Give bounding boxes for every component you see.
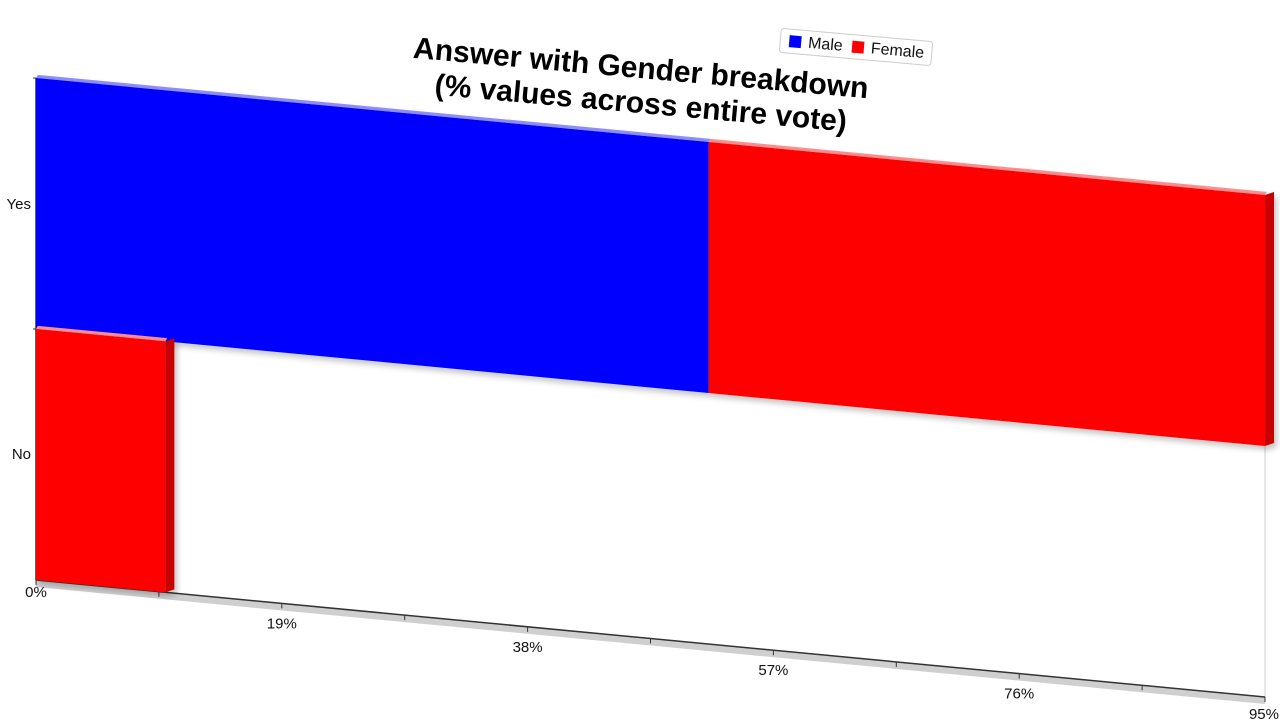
x-tick-label: 19%: [267, 615, 297, 632]
legend-swatch-female: [851, 40, 865, 54]
x-tick-label: 38%: [513, 639, 543, 656]
bar-yes-female[interactable]: [708, 138, 1274, 446]
legend-label-female[interactable]: Female: [870, 40, 925, 62]
bar-yes-male-front-face: [36, 78, 709, 394]
x-tick-label: 76%: [1004, 686, 1034, 703]
legend-label-male[interactable]: Male: [807, 35, 843, 55]
category-label-no: No: [12, 446, 31, 463]
bar-no-female-side-face: [165, 338, 175, 593]
bar-yes-female-top-face: [708, 138, 1267, 195]
x-tick-labels: 0% 19% 38% 57% 76% 95%: [25, 584, 1279, 720]
x-tick-marks: [35, 580, 1266, 702]
bar-yes-male[interactable]: [36, 74, 711, 394]
bars: [36, 74, 1274, 593]
bar-yes-male-top-face: [36, 74, 711, 143]
legend[interactable]: Male Female: [778, 28, 934, 66]
bar-yes-female-front-face: [708, 142, 1265, 446]
bar-yes-female-side-face: [1265, 192, 1274, 446]
bar-no-female-front-face: [36, 329, 166, 593]
x-tick-label: 57%: [758, 662, 788, 679]
category-label-yes: Yes: [7, 196, 31, 213]
bar-no-female[interactable]: [36, 325, 175, 593]
x-tick-label: 0%: [25, 584, 47, 601]
bar-no-female-top-face: [36, 325, 168, 342]
x-tick-label: 95%: [1249, 706, 1279, 720]
legend-swatch-male: [788, 35, 802, 49]
